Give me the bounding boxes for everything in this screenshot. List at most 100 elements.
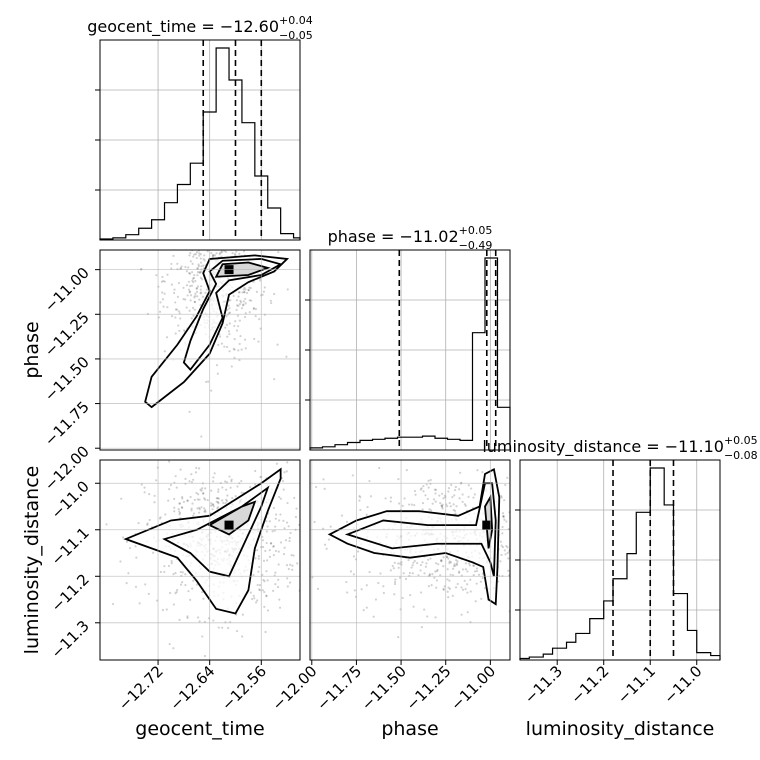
scatter-point: [284, 539, 288, 542]
scatter-point: [500, 553, 503, 557]
contour-level-3: [207, 500, 257, 536]
scatter-point: [231, 496, 234, 500]
histogram-phase: [309, 257, 511, 450]
scatter-point: [231, 201, 233, 203]
scatter-point: [460, 613, 463, 616]
scatter-point: [207, 380, 210, 383]
scatter-point: [269, 245, 271, 247]
scatter-point: [428, 508, 431, 511]
scatter-point: [448, 587, 452, 590]
scatter-point: [442, 565, 445, 568]
scatter-point: [476, 469, 479, 472]
scatter-point: [358, 494, 361, 498]
scatter-point: [233, 356, 236, 360]
scatter-point: [219, 223, 221, 225]
scatter-point: [178, 511, 182, 515]
scatter-point: [464, 504, 467, 507]
scatter-point: [559, 548, 561, 550]
scatter-point: [224, 244, 226, 246]
scatter-point: [262, 578, 265, 582]
scatter-point: [274, 517, 277, 520]
scatter-point: [454, 512, 457, 515]
scatter-point: [440, 560, 443, 563]
scatter-point: [193, 300, 196, 303]
scatter-point: [192, 223, 194, 225]
y-axis-label-phase: phase: [21, 321, 43, 378]
scatter-point: [522, 567, 524, 569]
scatter-point: [166, 306, 169, 309]
scatter-point: [204, 487, 207, 490]
scatter-point: [500, 494, 503, 498]
title-value: phase = −11.02: [328, 227, 459, 246]
scatter-point: [204, 149, 206, 151]
scatter-point: [278, 519, 281, 522]
scatter-point: [245, 227, 247, 229]
scatter-point: [198, 254, 201, 257]
scatter-point: [374, 598, 378, 601]
scatter-point: [203, 246, 205, 248]
scatter-point: [442, 588, 445, 591]
scatter-point: [434, 488, 438, 491]
scatter-point: [446, 505, 449, 508]
scatter-point: [179, 244, 181, 246]
scatter-point: [199, 270, 203, 273]
scatter-point: [458, 570, 461, 573]
scatter-point: [254, 219, 256, 221]
scatter-point: [204, 223, 206, 225]
scatter-point: [218, 247, 220, 249]
contour-level-1: [144, 254, 290, 409]
scatter-point: [125, 540, 129, 543]
scatter-point: [221, 244, 223, 246]
scatter-point: [203, 510, 206, 513]
scatter-point: [502, 514, 505, 518]
scatter-point: [173, 506, 176, 509]
y-tick-label-phase: −11.25: [41, 308, 93, 360]
panel-frame: [99, 249, 301, 451]
scatter-point: [424, 494, 427, 497]
scatter-point: [286, 577, 289, 580]
scatter-point: [389, 496, 393, 499]
scatter-point: [250, 299, 253, 302]
scatter-point: [241, 635, 244, 638]
scatter-point: [238, 252, 241, 255]
scatter-point: [443, 585, 446, 588]
scatter-point: [201, 248, 203, 250]
scatter-point: [218, 221, 220, 223]
scatter-point: [233, 337, 236, 341]
scatter-point: [206, 250, 209, 253]
scatter-point: [524, 518, 526, 520]
scatter-point: [218, 212, 220, 214]
scatter-point: [555, 519, 557, 521]
scatter-point: [128, 546, 132, 550]
scatter-point: [254, 469, 257, 473]
scatter-point: [191, 271, 194, 274]
scatter-point: [313, 524, 315, 526]
scatter-point: [166, 273, 169, 276]
scatter-point: [235, 299, 239, 302]
scatter-point: [197, 232, 199, 234]
scatter-point: [175, 486, 178, 489]
scatter-point: [521, 587, 523, 589]
scatter-point: [215, 237, 217, 239]
scatter-point: [307, 507, 309, 509]
scatter-point: [211, 508, 214, 511]
scatter-point: [565, 541, 567, 543]
scatter-point: [243, 247, 245, 249]
scatter-point: [229, 486, 232, 489]
scatter-point: [193, 300, 196, 304]
scatter-point: [419, 563, 423, 567]
title-luminosity_distance: luminosity_distance = −11.10+0.05: [482, 434, 757, 457]
scatter-point: [436, 568, 439, 572]
scatter-point: [514, 495, 516, 497]
scatter-point: [174, 301, 177, 304]
scatter-point: [516, 577, 518, 579]
scatter-point: [212, 505, 215, 508]
scatter-point: [419, 488, 422, 491]
scatter-point: [398, 502, 401, 505]
scatter-point: [254, 308, 258, 311]
y-tick-label-phase: −11.50: [41, 353, 93, 405]
scatter-point: [247, 227, 249, 229]
scatter-point: [473, 570, 477, 573]
panel-2d-geocent_time-luminosity_distance: [105, 460, 315, 658]
scatter-point: [240, 479, 243, 483]
